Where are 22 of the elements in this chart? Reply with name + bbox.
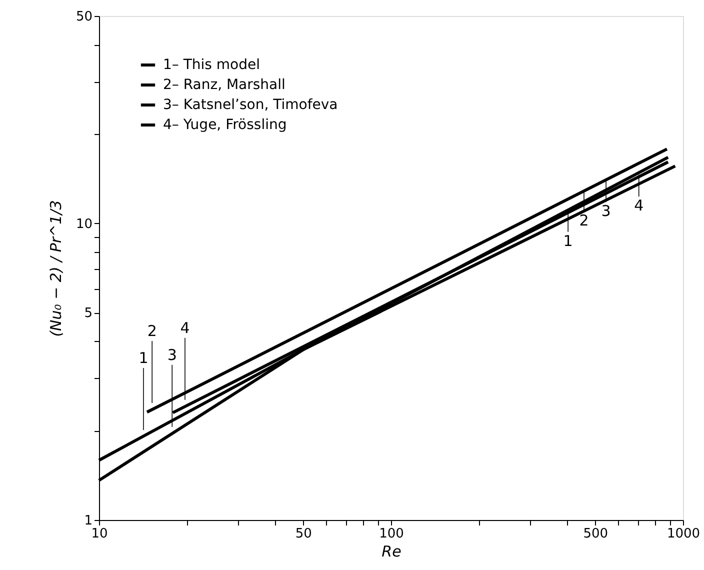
legend-label: 4– Yuge, Frössling: [163, 117, 287, 133]
annotation: 2: [147, 322, 157, 340]
annotation: 1: [563, 232, 573, 250]
x-tick-label: 500: [583, 526, 608, 542]
annotation: 4: [634, 196, 644, 215]
legend-label: 2– Ranz, Marshall: [163, 77, 286, 93]
x-tick-label: 100: [379, 526, 404, 542]
x-tick-label: 1000: [666, 526, 700, 542]
x-tick-label: 50: [295, 526, 312, 542]
legend-label: 3– Katsnel’son, Timofeva: [163, 97, 338, 113]
y-tick-label: 5: [84, 306, 92, 322]
y-tick-label: 10: [76, 216, 92, 232]
annotation: 2: [579, 212, 589, 230]
y-tick-label: 50: [76, 10, 92, 24]
annotation: 3: [167, 346, 177, 364]
annotation: 3: [601, 202, 611, 220]
annotation: 4: [180, 318, 190, 337]
legend-label: 1– This model: [163, 57, 260, 73]
annotation: 1: [138, 349, 148, 368]
x-axis-title: Re: [382, 542, 402, 560]
y-tick-label: 1: [84, 514, 92, 528]
y-axis-title: (Nu₀ − 2) / Pr^1/3: [46, 200, 65, 337]
